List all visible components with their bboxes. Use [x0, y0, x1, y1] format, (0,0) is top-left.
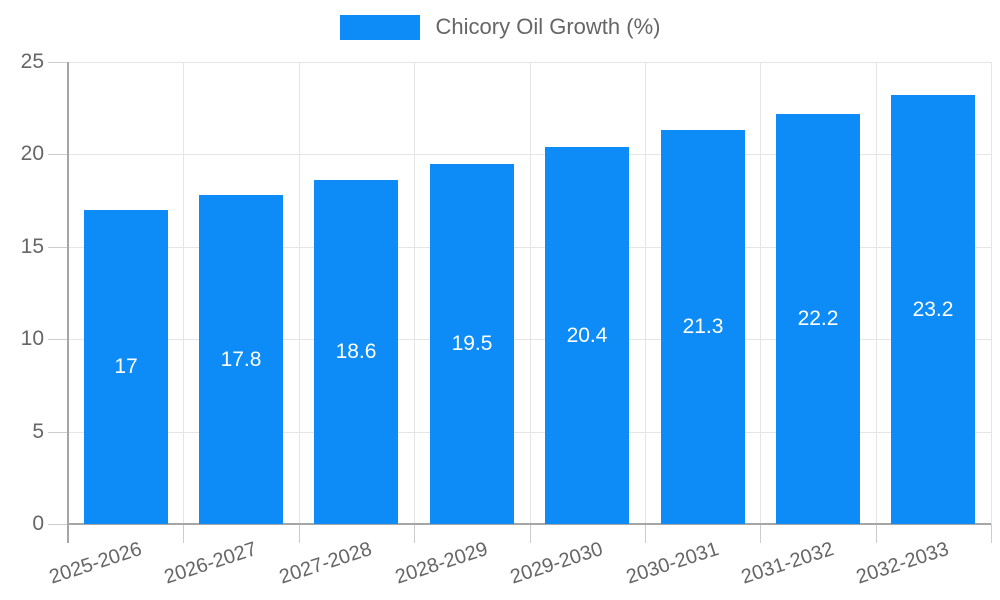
gridline-vertical	[414, 62, 415, 524]
x-axis-tick	[645, 524, 646, 543]
gridline-vertical	[299, 62, 300, 524]
legend[interactable]: Chicory Oil Growth (%)	[0, 14, 1000, 40]
bar[interactable]	[314, 180, 398, 524]
x-axis-category-label: 2031-2032	[739, 538, 837, 589]
x-axis-category-label: 2025-2026	[47, 538, 145, 589]
x-axis-tick	[760, 524, 761, 543]
bar-value-label: 19.5	[451, 332, 493, 355]
bar[interactable]	[661, 130, 745, 524]
bar[interactable]	[545, 147, 629, 524]
x-axis-category-label: 2027-2028	[277, 538, 375, 589]
x-axis-category-label: 2030-2031	[624, 538, 722, 589]
gridline-horizontal	[68, 62, 991, 63]
bar-value-label: 22.2	[797, 307, 839, 330]
bar[interactable]	[776, 114, 860, 524]
x-axis-tick	[299, 524, 300, 543]
gridline-vertical	[876, 62, 877, 524]
bar-value-label: 20.4	[566, 324, 608, 347]
y-axis-tick-label: 5	[32, 420, 44, 443]
bar-value-label: 17	[114, 355, 138, 378]
bar[interactable]	[199, 195, 283, 524]
y-axis-tick-label: 20	[20, 142, 44, 165]
bar[interactable]	[84, 210, 168, 524]
x-axis-tick	[414, 524, 415, 543]
gridline-vertical	[530, 62, 531, 524]
legend-label: Chicory Oil Growth (%)	[435, 14, 661, 39]
y-axis-line	[67, 62, 69, 543]
y-axis-tick	[48, 524, 68, 525]
bar-value-label: 17.8	[220, 348, 262, 371]
x-axis-tick	[530, 524, 531, 543]
gridline-vertical	[183, 62, 184, 524]
bar-value-label: 21.3	[682, 315, 724, 338]
y-axis-tick	[48, 62, 68, 63]
bar[interactable]	[430, 164, 514, 524]
x-axis-category-label: 2028-2029	[393, 538, 491, 589]
x-axis-category-label: 2029-2030	[508, 538, 606, 589]
x-axis-category-label: 2026-2027	[162, 538, 260, 589]
gridline-horizontal	[68, 339, 991, 340]
bar[interactable]	[891, 95, 975, 524]
y-axis-tick	[48, 154, 68, 155]
gridline-vertical	[645, 62, 646, 524]
gridline-horizontal	[68, 247, 991, 248]
x-axis-tick	[991, 524, 992, 543]
x-axis-tick	[876, 524, 877, 543]
y-axis-tick-label: 0	[32, 512, 44, 535]
bar-value-label: 23.2	[912, 298, 954, 321]
y-axis-tick-label: 15	[20, 235, 44, 258]
y-axis-tick-label: 10	[20, 327, 44, 350]
bar-value-label: 18.6	[335, 340, 377, 363]
y-axis-tick	[48, 339, 68, 340]
gridline-vertical	[760, 62, 761, 524]
legend-swatch-icon	[339, 14, 420, 40]
x-axis-tick	[183, 524, 184, 543]
y-axis-tick-label: 25	[20, 50, 44, 73]
gridline-vertical	[991, 62, 992, 524]
gridline-horizontal	[68, 432, 991, 433]
x-axis-category-label: 2032-2033	[854, 538, 952, 589]
gridline-horizontal	[68, 154, 991, 155]
x-axis-line	[68, 523, 991, 525]
y-axis-tick	[48, 432, 68, 433]
y-axis-tick	[48, 247, 68, 248]
